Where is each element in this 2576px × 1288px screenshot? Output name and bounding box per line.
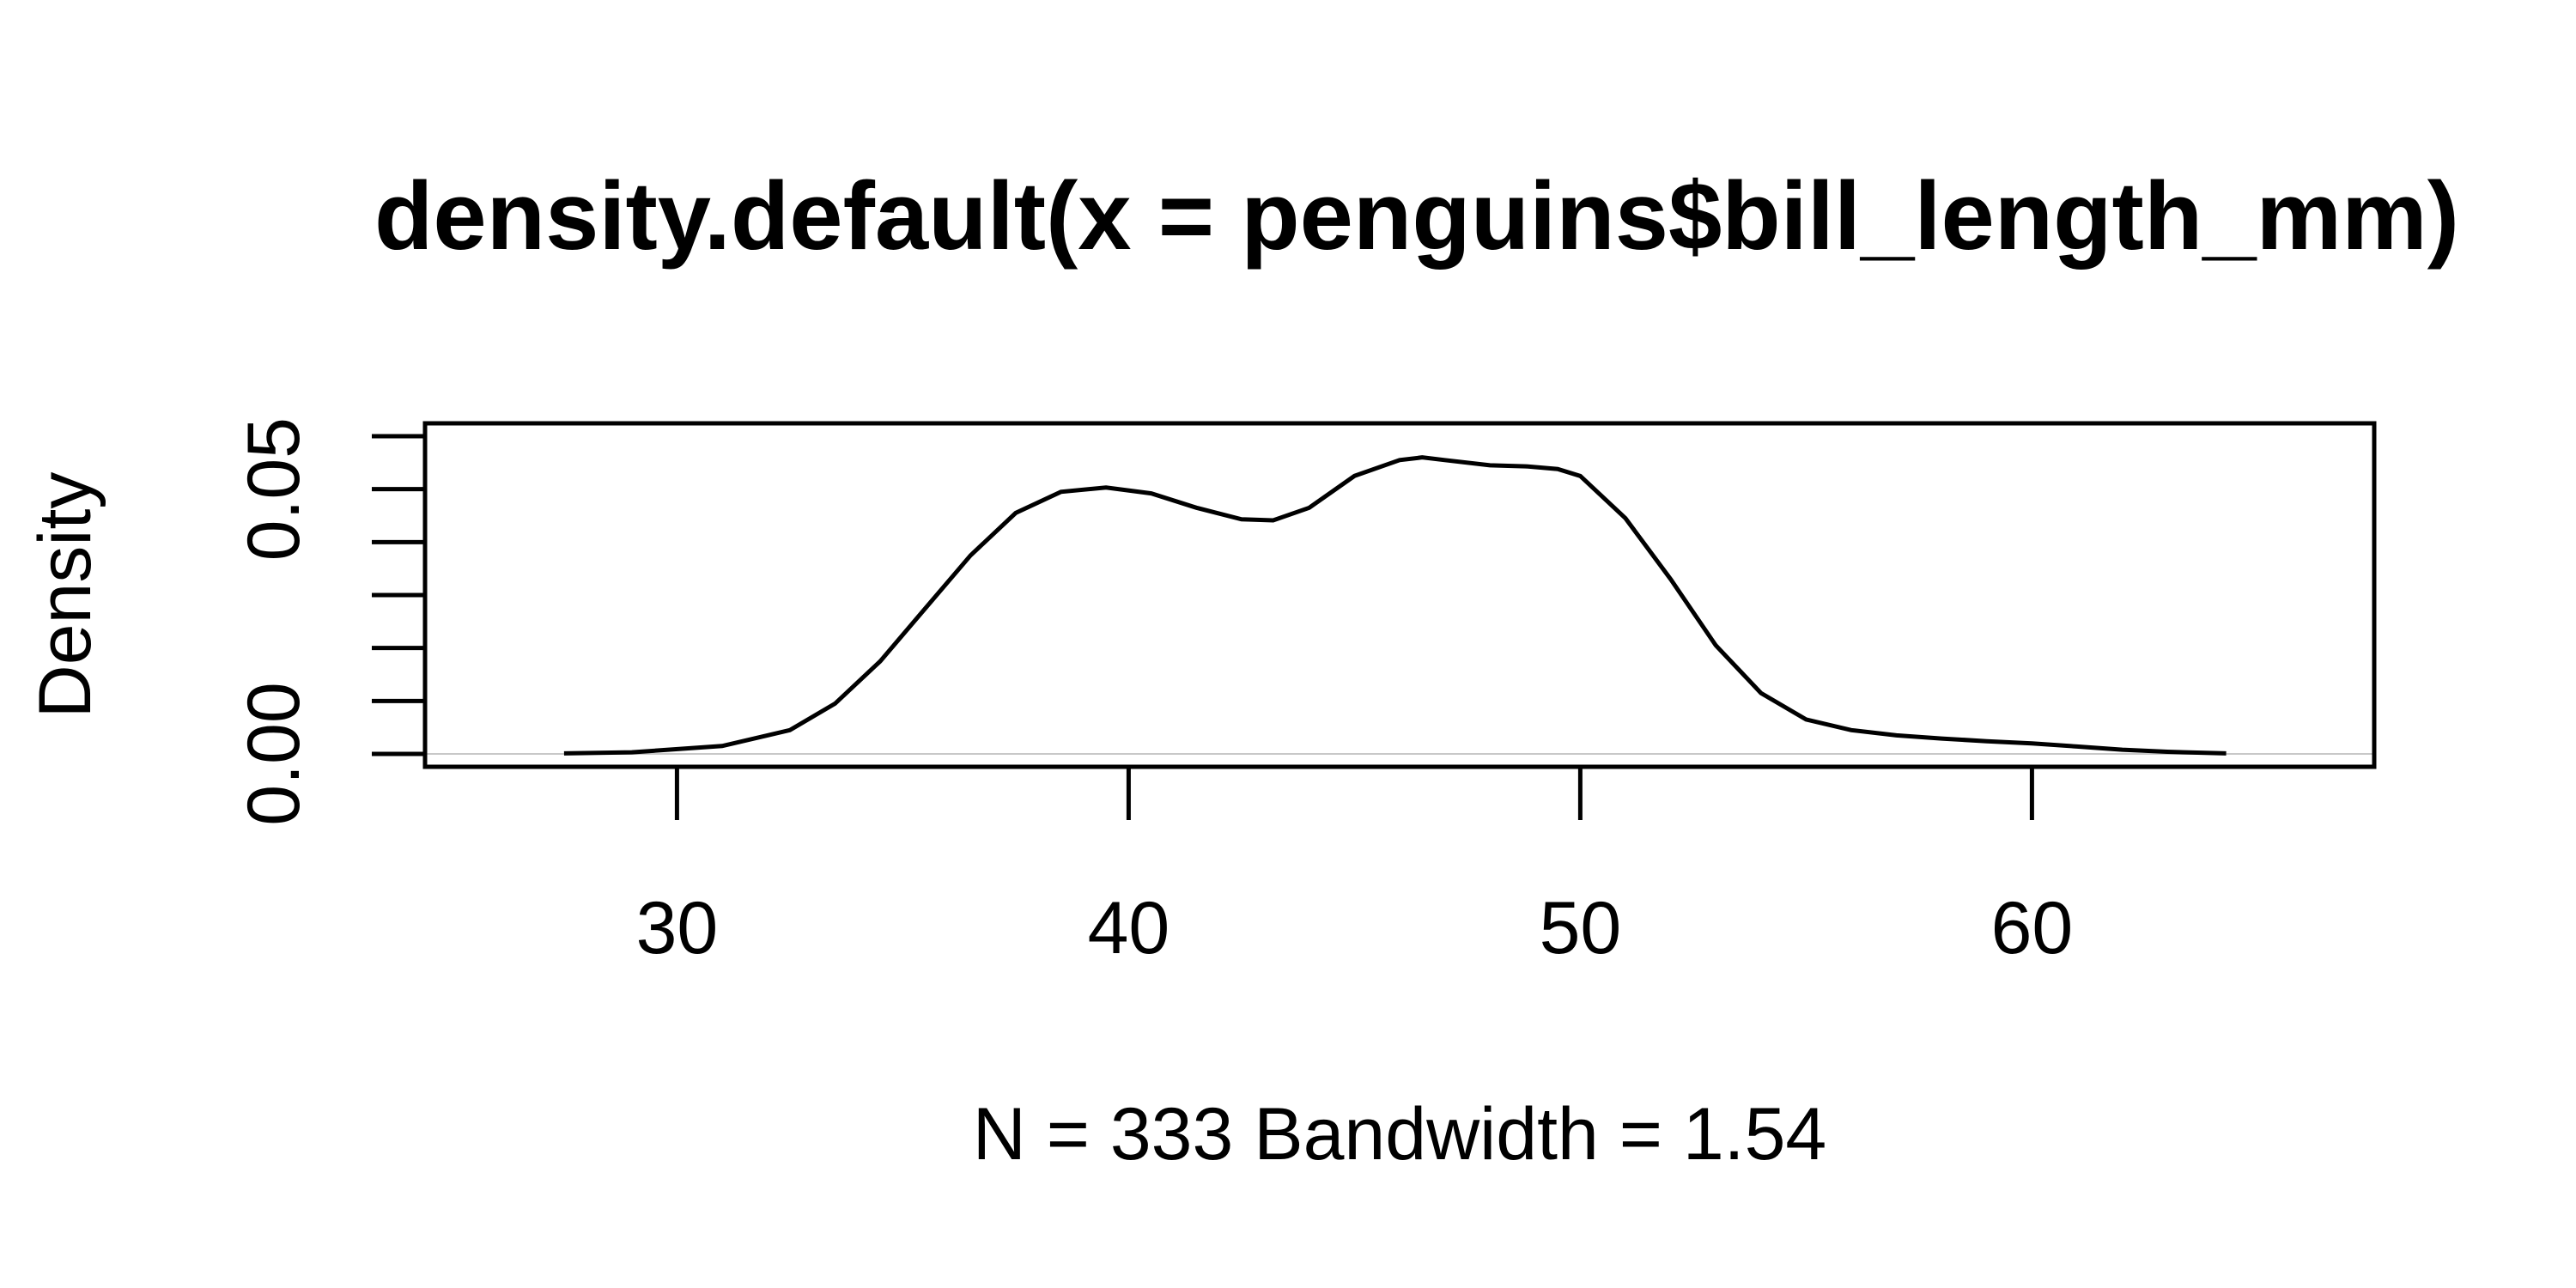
y-axis: 0.00 0.05 [233,417,425,826]
y-axis-label: Density [24,472,106,719]
x-tick-label: 40 [1088,887,1170,969]
x-tick-label: 60 [1991,887,2074,969]
x-tick-label: 30 [636,887,719,969]
x-axis: 30 40 50 60 [636,767,2074,969]
y-tick-label: 0.05 [233,417,315,561]
density-curve [563,455,2227,756]
plot-frame [422,421,2377,769]
x-tick-label: 50 [1540,887,1622,969]
chart-title: density.default(x = penguins$bill_length… [374,162,2459,270]
y-tick-label: 0.00 [233,682,315,825]
x-axis-label: N = 333 Bandwidth = 1.54 [973,1093,1827,1176]
